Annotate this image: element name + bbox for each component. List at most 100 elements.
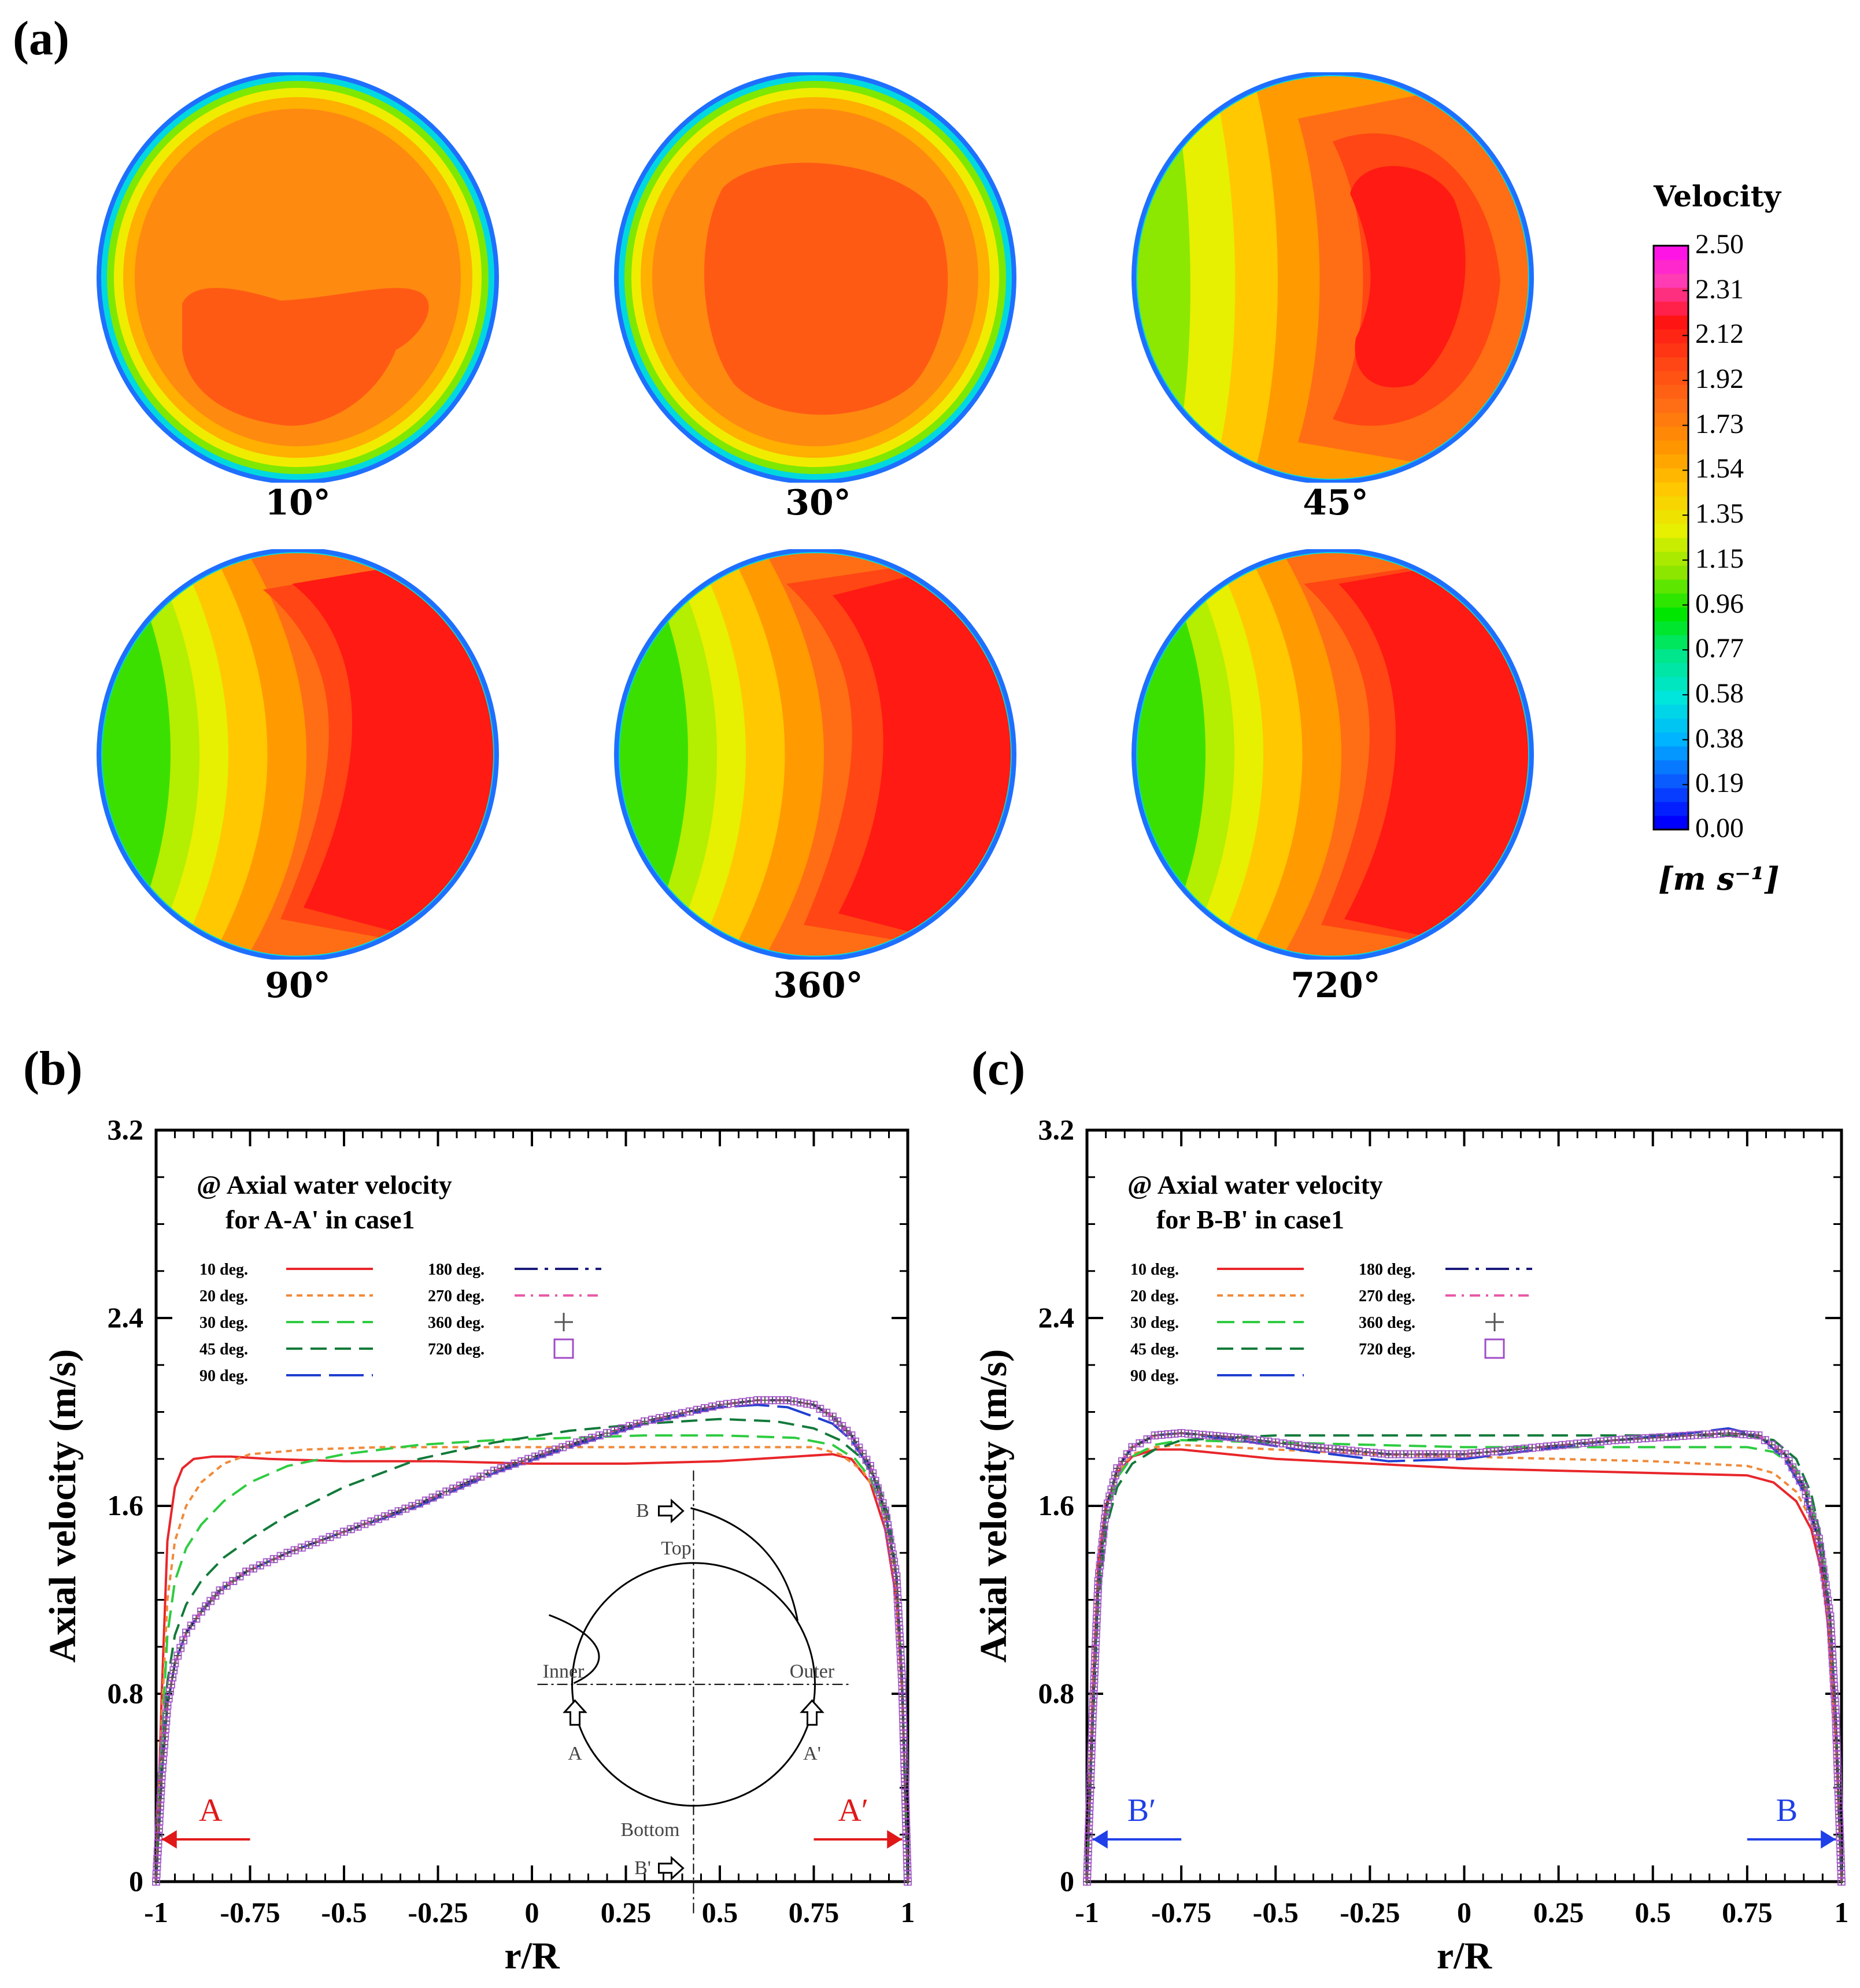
- x-tick-label: -0.75: [1151, 1896, 1211, 1928]
- data-point: [1724, 1429, 1733, 1438]
- data-point: [197, 1607, 205, 1616]
- y-tick-label: 0.8: [108, 1677, 144, 1709]
- data-point: [1717, 1429, 1725, 1438]
- data-point: [202, 1602, 210, 1611]
- data-point: [211, 1591, 220, 1600]
- data-point: [1118, 1457, 1126, 1465]
- data-point: [1702, 1430, 1710, 1439]
- angle-label-10: 10°: [265, 483, 331, 523]
- data-point: [1101, 1506, 1110, 1515]
- data-point: [1831, 1697, 1839, 1706]
- series-line: [1086, 1432, 1843, 1882]
- data-point: [900, 1744, 908, 1753]
- data-point: [1198, 1431, 1207, 1439]
- data-point: [156, 1802, 164, 1811]
- data-point: [1656, 1433, 1665, 1442]
- colorbar-band: [1654, 509, 1688, 524]
- legend-label: 10 deg.: [1130, 1261, 1179, 1279]
- data-point: [1286, 1440, 1295, 1449]
- data-point: [1490, 1447, 1499, 1456]
- data-point: [1832, 1735, 1841, 1744]
- data-point: [463, 1478, 471, 1487]
- data-point: [1573, 1439, 1582, 1448]
- data-point: [1085, 1802, 1094, 1811]
- data-point: [761, 1396, 769, 1405]
- data-point: [1091, 1645, 1100, 1653]
- data-point: [1143, 1435, 1152, 1443]
- data-point: [1826, 1612, 1835, 1620]
- x-tick-label: 0.5: [1635, 1896, 1672, 1928]
- data-point: [156, 1794, 165, 1803]
- x-tick-label: -0.75: [220, 1896, 280, 1928]
- legend-label: 720 deg.: [1359, 1341, 1415, 1358]
- data-point: [893, 1579, 901, 1588]
- data-point: [1826, 1612, 1835, 1620]
- data-point: [896, 1640, 904, 1649]
- data-point: [1369, 1449, 1378, 1457]
- data-point: [187, 1622, 195, 1630]
- data-point: [1400, 1450, 1408, 1458]
- data-point: [881, 1506, 889, 1515]
- data-point: [442, 1487, 451, 1496]
- data-point: [1626, 1435, 1635, 1443]
- colorbar-unit: [m s⁻¹]: [1658, 860, 1780, 897]
- data-point: [297, 1543, 306, 1552]
- data-point: [1093, 1592, 1102, 1601]
- y-axis-label: Axial velocity (m/s): [972, 1349, 1015, 1663]
- data-point: [1452, 1450, 1461, 1458]
- data-point: [165, 1687, 174, 1695]
- data-point: [838, 1421, 846, 1430]
- data-point: [1088, 1720, 1097, 1729]
- data-point: [1819, 1565, 1828, 1574]
- data-point: [890, 1557, 898, 1566]
- data-point: [269, 1555, 278, 1564]
- data-point: [340, 1527, 348, 1536]
- data-point: [153, 1854, 162, 1863]
- data-point: [1497, 1446, 1506, 1455]
- data-point: [1832, 1728, 1841, 1737]
- data-point: [1830, 1690, 1839, 1698]
- data-point: [154, 1832, 163, 1841]
- data-point: [1460, 1450, 1469, 1458]
- data-point: [182, 1628, 190, 1637]
- data-point: [892, 1572, 901, 1580]
- data-point: [1820, 1573, 1829, 1582]
- data-point: [1832, 1743, 1841, 1752]
- data-point: [885, 1528, 893, 1537]
- data-point: [903, 1848, 911, 1856]
- colorbar-band: [1654, 607, 1688, 621]
- data-point: [1836, 1855, 1845, 1864]
- data-point: [1098, 1538, 1107, 1546]
- data-point: [903, 1863, 912, 1871]
- colorbar-band: [1654, 412, 1688, 427]
- y-tick-label: 2.4: [108, 1301, 144, 1334]
- x-tick-label: 0.75: [1722, 1896, 1773, 1928]
- data-point: [1091, 1652, 1100, 1661]
- data-point: [897, 1670, 906, 1679]
- data-point: [1687, 1431, 1695, 1440]
- data-point: [1084, 1832, 1093, 1841]
- series-line: [1086, 1443, 1843, 1882]
- data-point: [1833, 1773, 1842, 1782]
- data-point: [1092, 1630, 1100, 1638]
- data-point: [1086, 1780, 1094, 1789]
- data-point: [1761, 1436, 1769, 1445]
- data-point: [161, 1724, 170, 1733]
- data-point: [1818, 1558, 1826, 1567]
- data-point: [154, 1832, 163, 1841]
- y-tick-label: 2.4: [1038, 1301, 1075, 1334]
- data-point: [1573, 1439, 1582, 1448]
- data-point: [902, 1833, 911, 1842]
- arrow-right-head: [887, 1830, 903, 1849]
- x-tick-label: 0: [525, 1896, 539, 1928]
- data-point: [469, 1475, 478, 1484]
- contour-360: [614, 549, 1016, 960]
- data-point: [1513, 1445, 1521, 1454]
- data-point: [1825, 1604, 1833, 1613]
- legend-label: 720 deg.: [428, 1341, 485, 1358]
- data-point: [1581, 1439, 1589, 1447]
- colorbar-band: [1654, 343, 1688, 357]
- data-point: [1089, 1683, 1098, 1691]
- data-point: [1089, 1698, 1097, 1706]
- data-point: [1309, 1443, 1318, 1452]
